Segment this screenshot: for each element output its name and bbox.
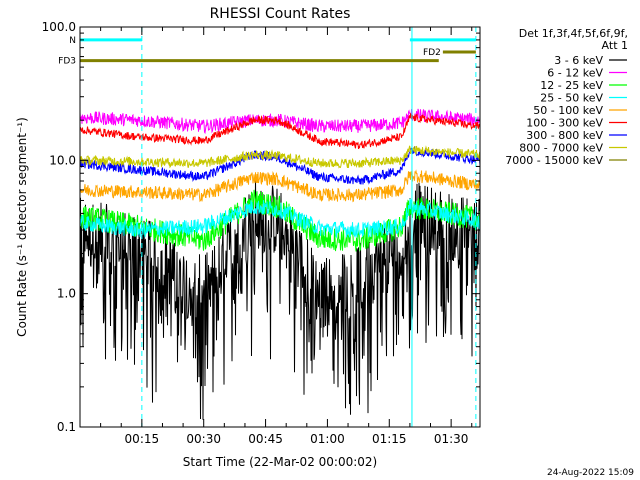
attenuator-label: FD3	[58, 57, 76, 67]
x-tick-label: 00:30	[186, 432, 221, 446]
series-line-0	[80, 179, 480, 420]
x-tick-label: 01:00	[310, 432, 345, 446]
legend-title: Att 1	[602, 39, 628, 52]
x-axis-label: Start Time (22-Mar-02 00:00:02)	[183, 455, 377, 469]
plot-frame	[79, 26, 481, 428]
legend-entry-label: 7000 - 15000 keV	[505, 154, 603, 167]
y-axis: 100.0 10.0 1.0 0.1	[42, 20, 480, 434]
attenuator-label: FD2	[423, 48, 441, 58]
legend-entry-label: 12 - 25 keV	[540, 79, 603, 92]
y-axis-label: Count Rate (s⁻¹ detector segment⁻¹)	[15, 117, 29, 337]
y-tick-label: 10.0	[49, 153, 76, 167]
x-tick-label: 00:15	[125, 432, 160, 446]
x-tick-label: 01:15	[372, 432, 407, 446]
legend-entry-label: 50 - 100 keV	[533, 104, 603, 117]
legend-entry-label: 25 - 50 keV	[540, 92, 603, 105]
x-tick-label: 01:30	[434, 432, 469, 446]
y-tick-label: 100.0	[42, 20, 76, 34]
legend-entry-label: 800 - 7000 keV	[519, 142, 603, 155]
legend-entry-label: 3 - 6 keV	[554, 54, 603, 67]
chart-title: RHESSI Count Rates	[210, 6, 351, 22]
series-line-6	[80, 146, 480, 185]
series-line-1	[80, 108, 480, 135]
footer-timestamp: 24-Aug-2022 15:09	[547, 468, 634, 478]
legend-entry-label: 6 - 12 keV	[547, 67, 603, 80]
legend-entry-label: 300 - 800 keV	[526, 129, 603, 142]
series-line-3	[80, 198, 480, 239]
y-tick-label: 0.1	[57, 420, 76, 434]
legend-title: Det 1f,3f,4f,5f,6f,9f,	[519, 27, 628, 40]
x-tick-label: 00:45	[248, 432, 283, 446]
series-line-5	[80, 112, 480, 150]
x-axis: 00:15 00:30 00:45 01:00 01:15 01:30	[100, 27, 473, 446]
series-line-4	[80, 169, 480, 203]
legend-entry-label: 100 - 300 keV	[526, 117, 603, 130]
attenuator-label: N	[69, 36, 76, 46]
series-line-7	[80, 145, 480, 169]
y-tick-label: 1.0	[57, 287, 76, 301]
